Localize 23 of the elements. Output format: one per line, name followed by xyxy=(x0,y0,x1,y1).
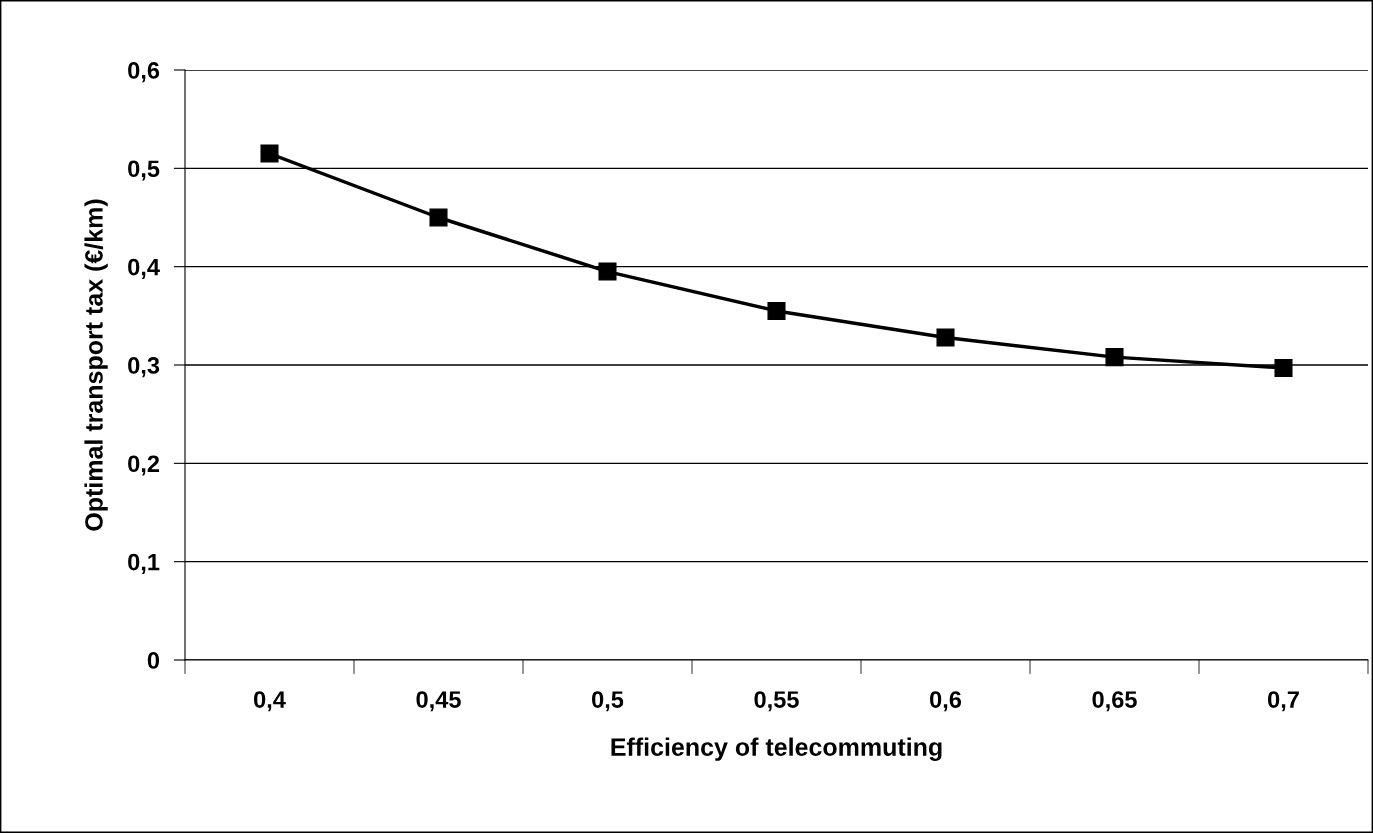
x-tick-label: 0,7 xyxy=(1268,691,1299,712)
y-tick-label: 0,6 xyxy=(128,62,160,83)
point xyxy=(767,301,786,320)
y-tick-label: 0,3 xyxy=(128,357,160,378)
y-tick-label: 0,4 xyxy=(128,258,160,279)
x-tick-label: 0,65 xyxy=(1092,691,1137,712)
x-tick-label: 0,6 xyxy=(930,691,962,712)
x-tick-label: 0,55 xyxy=(754,691,799,712)
point xyxy=(1105,348,1124,367)
x-tick-label: 0,4 xyxy=(254,691,286,712)
y-tick-label: 0,1 xyxy=(128,553,160,574)
point xyxy=(260,144,279,163)
point xyxy=(429,208,448,227)
y-tick-label: 0,2 xyxy=(128,455,160,476)
x-axis-title: Efficiency of telecommuting xyxy=(611,737,942,761)
y-tick-label: 0 xyxy=(147,652,160,669)
point xyxy=(1274,358,1293,377)
point xyxy=(936,328,955,347)
y-axis-title: Optimal transport tax (€/km) xyxy=(84,199,108,531)
x-tick-label: 0,45 xyxy=(416,691,461,712)
y-tick-label: 0,5 xyxy=(128,160,160,181)
point xyxy=(598,262,617,281)
x-tick-label: 0,5 xyxy=(592,691,624,712)
